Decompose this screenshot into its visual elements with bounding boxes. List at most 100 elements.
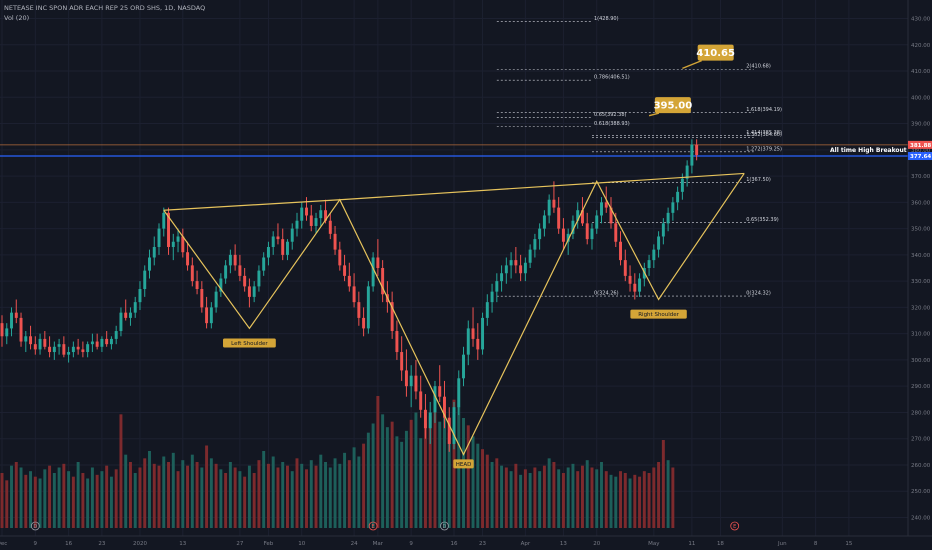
fib-label: 1(428.90) (594, 16, 619, 22)
candle-body (95, 341, 99, 347)
fib-label: 0.65(352.39) (746, 217, 779, 223)
volume-bar (100, 471, 104, 528)
candle-body (638, 278, 642, 292)
volume-bar (271, 456, 275, 528)
candle-body (328, 220, 332, 234)
volume-bar (157, 465, 161, 528)
volume-bar (481, 449, 485, 528)
volume-bar (395, 436, 399, 528)
candle-body (528, 249, 532, 263)
volume-bar (90, 467, 94, 528)
volume-bar (190, 454, 194, 528)
candle-body (333, 233, 337, 250)
candle-body (309, 215, 313, 226)
volume-bar (671, 467, 675, 528)
candle-body (519, 265, 523, 274)
candle-body (100, 338, 104, 347)
volume-bar (209, 458, 213, 528)
candle-body (243, 275, 247, 287)
volume-bar (585, 460, 589, 528)
volume-bar (200, 467, 204, 528)
volume-bar (219, 469, 223, 528)
volume-bar (647, 473, 651, 528)
time-tick-label: Mar (373, 541, 384, 547)
candle-body (138, 289, 142, 303)
fib-label: 1.272(379.25) (746, 146, 782, 152)
volume-bar (181, 460, 185, 528)
time-tick-label: 15 (845, 541, 852, 547)
time-tick-label: 16 (65, 541, 72, 547)
volume-bar (385, 427, 389, 528)
candle-body (671, 202, 675, 213)
volume-bar (400, 441, 404, 528)
volume-bar (642, 471, 646, 528)
volume-bar (109, 476, 113, 528)
annotation-badge (630, 309, 687, 319)
event-marker (368, 521, 378, 531)
candle-body (314, 218, 318, 226)
candle-body (143, 270, 147, 290)
candle-body (614, 223, 618, 242)
volume-bar (438, 421, 442, 528)
candle-body (10, 312, 13, 329)
volume-bar (638, 476, 642, 528)
volume-bar (328, 467, 332, 528)
candle-body (109, 338, 113, 345)
candle-body (371, 257, 375, 287)
volume-bar (443, 410, 446, 528)
candle-body (38, 338, 42, 350)
volume-bar (309, 460, 313, 528)
price-tick-label: 400.00 (911, 95, 931, 101)
volume-bar (314, 465, 318, 528)
candle-body (338, 249, 342, 266)
fib-label: 1(367.50) (746, 177, 771, 183)
candle-body (52, 346, 56, 353)
price-tick-label: 260.00 (911, 463, 931, 469)
candle-body (476, 338, 480, 350)
volume-bar (538, 471, 542, 528)
volume-bar (124, 454, 128, 528)
candle-body (5, 328, 9, 337)
candle-body (124, 312, 128, 318)
volume-bar (571, 463, 575, 528)
fib-label: 1.382(384.60) (746, 132, 782, 138)
candle-body (462, 354, 465, 379)
event-marker-label: D (443, 524, 447, 530)
candle-body (571, 220, 575, 234)
price-tick-label: 290.00 (911, 384, 931, 390)
fib-label: 1.618(394.19) (746, 107, 782, 113)
candle-body (390, 302, 394, 332)
candle-body (14, 312, 18, 318)
volume-bar (43, 469, 47, 528)
time-tick-label: 9 (409, 541, 413, 547)
volume-bar (214, 463, 218, 528)
candle-body (19, 317, 23, 342)
price-tick-label: 370.00 (911, 174, 931, 180)
volume-bar (114, 469, 118, 528)
fib-label: 0.65(392.38) (594, 112, 627, 118)
volume-bar (462, 418, 465, 528)
candle-body (452, 407, 456, 444)
candle-body (481, 317, 485, 350)
candle-body (157, 228, 161, 247)
annotation-badge (453, 459, 474, 469)
candle-body (362, 317, 366, 329)
candle-body (238, 265, 242, 276)
volume-bar (509, 471, 513, 528)
price-tick-label: 420.00 (911, 43, 931, 49)
candle-body (400, 352, 404, 371)
price-tag-label: 381.88 (910, 143, 931, 149)
time-tick-label: 18 (717, 541, 724, 547)
volume-bar (371, 423, 375, 528)
volume-bar (95, 474, 99, 528)
candle-body (48, 346, 52, 353)
volume-bar (623, 473, 627, 528)
volume-bar (19, 467, 23, 528)
volume-bar (604, 471, 608, 528)
volume-bar (357, 456, 361, 528)
volume-bar (205, 445, 209, 528)
volume-bar (423, 423, 427, 528)
